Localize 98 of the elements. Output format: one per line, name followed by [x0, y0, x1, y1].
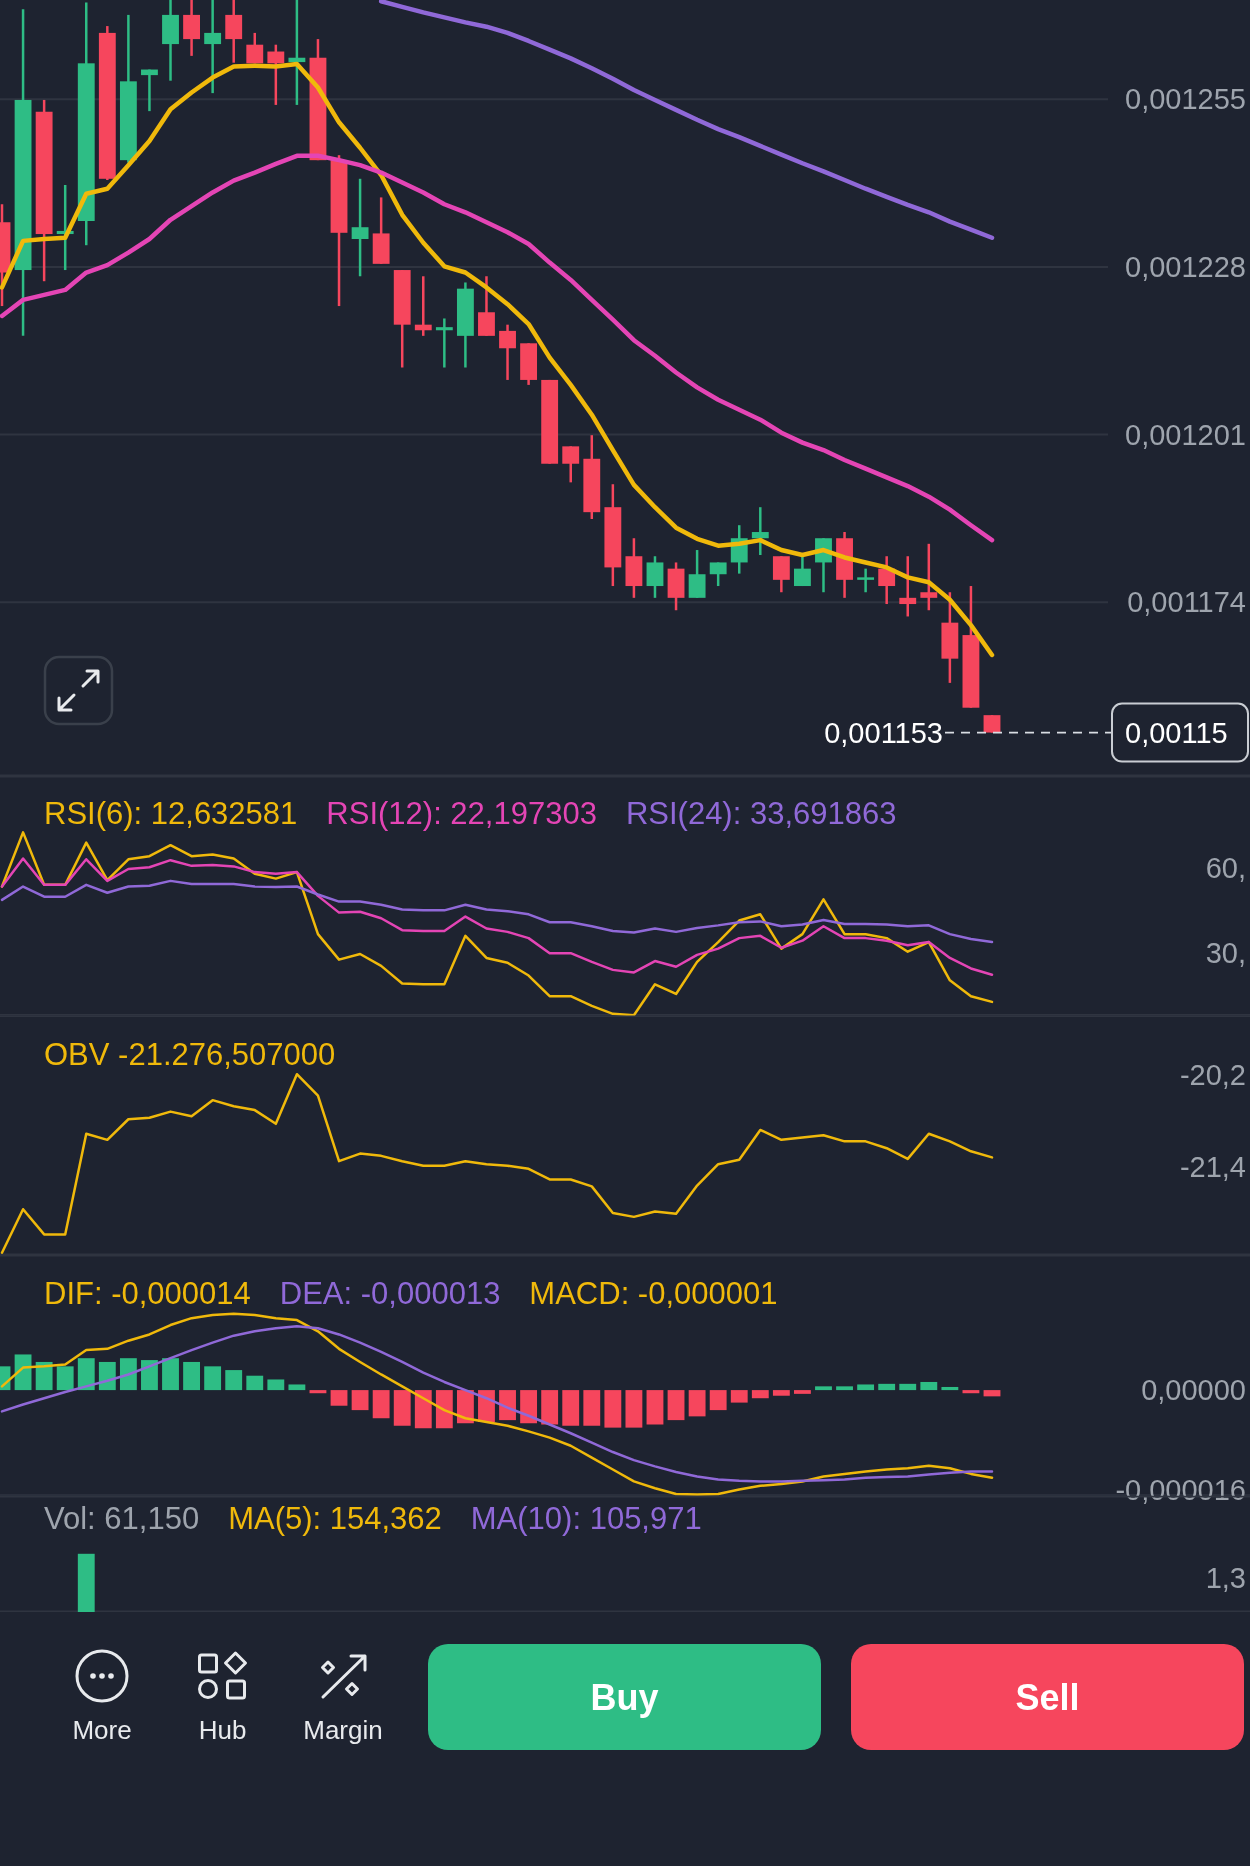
- bar: [772, 1390, 790, 1396]
- line-series: [0, 153, 995, 543]
- bar: [330, 1390, 348, 1406]
- bar: [562, 1390, 580, 1426]
- bar: [393, 1390, 411, 1426]
- bar: [351, 1390, 369, 1411]
- bar: [246, 1375, 264, 1391]
- bar: [962, 1390, 980, 1394]
- bar: [667, 1390, 685, 1421]
- candlestick: [899, 554, 917, 618]
- candlestick: [562, 445, 580, 484]
- bar: [56, 1366, 74, 1391]
- bar: [183, 1361, 200, 1391]
- y-tick-label: 60,: [1205, 851, 1246, 884]
- line-series: [378, 0, 995, 241]
- candlestick: [204, 0, 222, 95]
- bar: [920, 1381, 938, 1391]
- series-label: Vol: 61,150: [44, 1500, 200, 1536]
- line-series: [0, 1072, 994, 1254]
- candlestick: [414, 275, 432, 338]
- line-series: [0, 879, 994, 944]
- ref-line-label: 0,001153: [824, 716, 943, 749]
- candlestick: [351, 177, 369, 278]
- candlestick: [288, 0, 306, 107]
- bar: [857, 1384, 875, 1391]
- y-tick-label: -20,2: [1179, 1058, 1246, 1091]
- text: Margin: [303, 1715, 383, 1745]
- candlestick: [267, 43, 285, 107]
- series-label: OBV -21.276,507000: [44, 1036, 336, 1072]
- candlestick: [857, 567, 875, 594]
- bar: [309, 1390, 327, 1394]
- candlestick: [478, 275, 495, 338]
- candlestick: [794, 554, 811, 588]
- text: RSI(24): 33,691863: [625, 795, 897, 831]
- bar: [77, 1358, 95, 1391]
- annotation: MACD: -0,000001: [529, 1275, 778, 1311]
- legend-label: MA(5): 154,362: [228, 1500, 442, 1536]
- bar: [646, 1390, 664, 1425]
- candlestick: [920, 542, 938, 612]
- candlestick: [141, 68, 158, 113]
- y-tick-label: 0,001174: [1127, 586, 1246, 619]
- bar: [119, 1358, 137, 1391]
- bar: [204, 1366, 222, 1391]
- bar: [688, 1390, 706, 1417]
- bar: [414, 1390, 432, 1429]
- bar: [141, 1360, 158, 1391]
- candlestick: [499, 323, 516, 382]
- series-label: RSI(6): 12,632581: [44, 795, 298, 831]
- y-tick-label: 0,001255: [1125, 83, 1246, 116]
- y-tick-label: 0,00000: [1141, 1374, 1246, 1407]
- text: Sell: [1015, 1676, 1080, 1718]
- text: 0,00115: [1125, 716, 1228, 749]
- bar: [794, 1390, 811, 1394]
- line-series: [0, 831, 994, 1017]
- candlestick: [878, 554, 896, 606]
- bar: [751, 1390, 769, 1399]
- text: Hub: [198, 1715, 247, 1745]
- bar: [941, 1386, 959, 1391]
- bar: [709, 1390, 727, 1411]
- bar: [162, 1358, 179, 1391]
- bar: [730, 1390, 748, 1403]
- bar: [288, 1384, 306, 1391]
- bar: [899, 1383, 917, 1391]
- y-tick-label: 0,001228: [1125, 250, 1246, 283]
- bar: [35, 1361, 53, 1391]
- y-tick-label: 30,: [1205, 936, 1246, 969]
- bar: [520, 1390, 538, 1424]
- candlestick: [709, 561, 727, 588]
- bar: [583, 1390, 601, 1426]
- candlestick: [751, 505, 769, 557]
- bar: [625, 1390, 643, 1428]
- bar: [983, 1390, 1001, 1397]
- text: Buy: [590, 1676, 659, 1718]
- legend-label: MA(10): 105,971: [470, 1500, 702, 1536]
- candlestick: [688, 548, 706, 600]
- bar: [604, 1390, 622, 1428]
- bar: [878, 1383, 896, 1391]
- series-label: RSI(12): 22,197303: [326, 795, 597, 831]
- bar: [225, 1370, 243, 1391]
- candlestick: [435, 317, 453, 369]
- bar: [815, 1386, 832, 1391]
- y-tick-label: 0,001201: [1125, 418, 1246, 451]
- text: 1,3: [1205, 1561, 1246, 1594]
- series-label: DIF: -0,000014: [44, 1275, 251, 1311]
- y-tick-label: -21,4: [1179, 1150, 1246, 1183]
- y-tick-label: -0,000016: [1115, 1474, 1246, 1507]
- series-label: DEA: -0,000013: [279, 1275, 501, 1311]
- candlestick: [772, 554, 790, 594]
- bar: [372, 1390, 390, 1419]
- candlestick: [246, 31, 264, 65]
- line-series: [0, 857, 994, 976]
- text: More: [72, 1715, 132, 1745]
- bar: [541, 1390, 559, 1425]
- bar: [98, 1361, 116, 1391]
- bar: [267, 1379, 285, 1391]
- bar: [836, 1386, 853, 1391]
- bar: [435, 1390, 453, 1429]
- candlestick: [646, 554, 664, 600]
